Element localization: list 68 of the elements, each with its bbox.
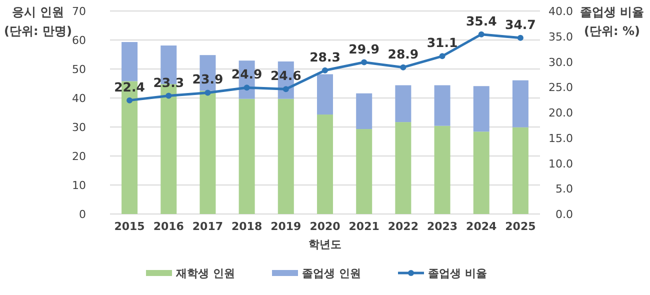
y-tick-label: 0	[79, 208, 86, 221]
data-label: 23.3	[153, 74, 184, 90]
bar	[473, 132, 490, 214]
point	[282, 86, 289, 92]
x-tick-label: 2015	[114, 220, 145, 233]
data-label: 35.4	[466, 13, 498, 28]
legend-label: 재학생 인원	[175, 267, 235, 280]
x-tick-label: 2020	[310, 220, 341, 233]
x-tick-label: 2019	[270, 220, 302, 233]
y-tick-label: 50	[72, 63, 86, 76]
bar	[278, 98, 294, 214]
x-tick-label: 2016	[153, 220, 184, 233]
y2-tick-label: 20.0	[548, 106, 573, 120]
y-tick-label: 20	[72, 150, 86, 163]
bar	[238, 98, 255, 214]
data-label: 28.9	[388, 46, 419, 62]
point	[244, 84, 250, 91]
bar	[395, 85, 412, 122]
point	[166, 92, 172, 99]
bar	[317, 114, 333, 214]
y2-tick-label: 5.0	[556, 182, 573, 196]
y-tick-label: 60	[72, 34, 86, 47]
point	[478, 31, 484, 38]
y2-tick-label: 0.0	[556, 208, 573, 221]
data-label: 34.7	[505, 16, 536, 32]
y2-axis-title: 졸업생 비율 (단위: %)	[580, 5, 644, 38]
point	[517, 34, 524, 41]
bar	[395, 122, 412, 214]
legend-label: 졸업생 비율	[428, 267, 487, 280]
y2-tick-label: 35.0	[548, 30, 573, 44]
y2-tick-label: 10.0	[548, 157, 573, 170]
x-tick-label: 2018	[232, 220, 262, 233]
bar	[512, 127, 528, 214]
bar	[434, 85, 450, 126]
point	[439, 53, 446, 60]
x-axis-title: 학년도	[308, 238, 342, 251]
bar	[434, 126, 450, 214]
x-tick-label: 2023	[426, 220, 458, 233]
bar	[122, 42, 138, 82]
point	[126, 97, 133, 104]
y2-tick-label: 25.0	[548, 81, 573, 94]
y2-tick-label: 30.0	[548, 56, 573, 69]
bar	[200, 90, 216, 214]
x-tick-label: 2024	[466, 220, 498, 233]
bar	[512, 80, 528, 128]
bar	[317, 74, 333, 115]
y2-tick-label: 40.0	[548, 5, 573, 18]
legend-label: 졸업생 인원	[302, 267, 361, 280]
point	[361, 59, 368, 66]
data-label: 31.1	[426, 35, 458, 50]
bar	[473, 86, 490, 132]
y-tick-label: 30	[72, 121, 86, 134]
bar	[356, 129, 372, 214]
y-tick-label: 40	[72, 92, 86, 105]
data-label: 29.9	[348, 41, 380, 56]
data-label: 28.3	[310, 49, 340, 64]
point	[204, 90, 211, 96]
x-tick-label: 2021	[348, 220, 380, 233]
x-tick-label: 2022	[388, 220, 418, 233]
point	[322, 67, 328, 74]
x-tick-label: 2017	[192, 220, 224, 233]
point	[400, 64, 406, 70]
y-tick-label: 10	[72, 179, 86, 192]
x-tick-label: 2025	[505, 220, 536, 233]
y-tick-label: 70	[72, 5, 86, 18]
y2-tick-label: 15.0	[548, 132, 573, 145]
y-axis-title: 응시 인원 (단위: 만명)	[4, 5, 72, 38]
bar	[356, 93, 372, 130]
